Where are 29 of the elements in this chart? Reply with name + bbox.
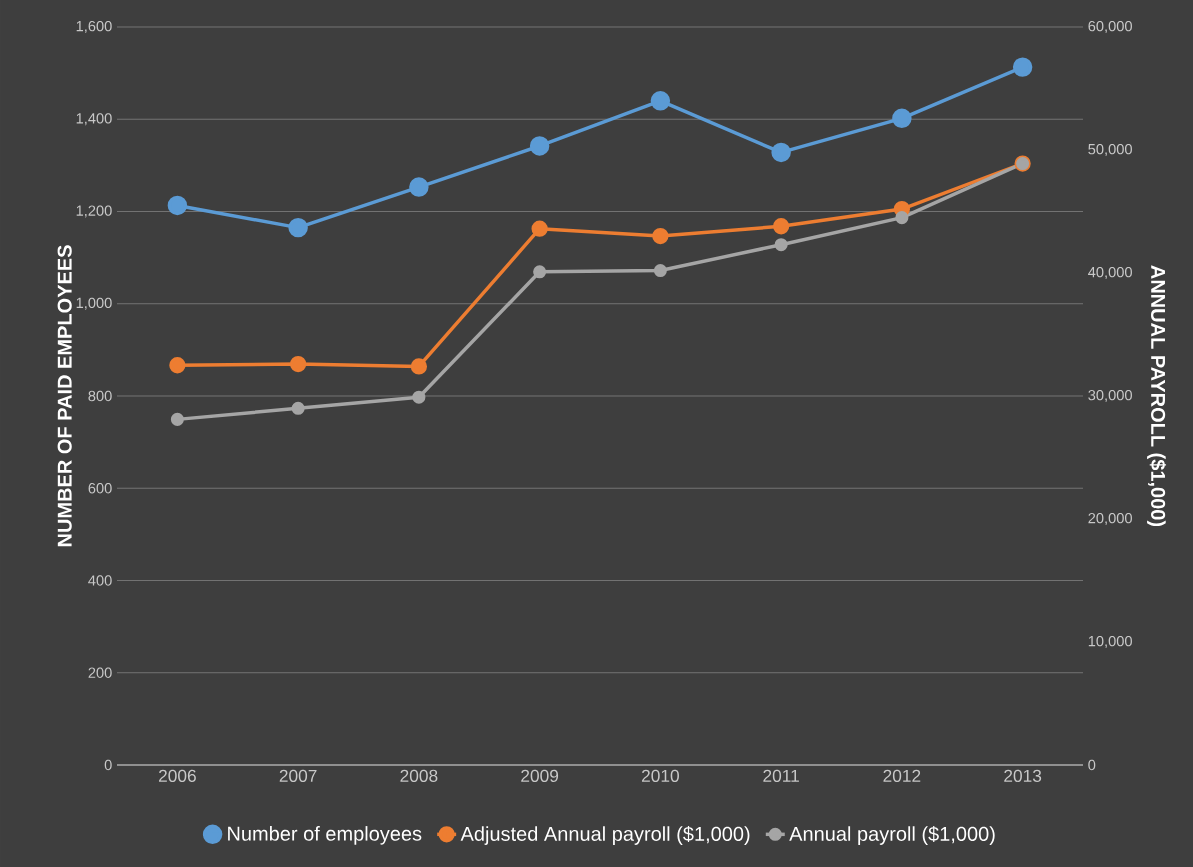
- x-tick-label: 2011: [763, 769, 799, 782]
- y-tick-label: 200: [88, 667, 112, 678]
- y2-tick-label: 10,000: [1088, 635, 1132, 649]
- y-tick-label: 400: [88, 575, 112, 586]
- y2-tick-label: 20,000: [1088, 512, 1132, 526]
- x-tick-label: 2013: [1004, 769, 1042, 782]
- y-tick-label: 0: [104, 759, 112, 771]
- y-tick-label: 1,200: [76, 205, 112, 218]
- legend-label: Number of employees: [228, 826, 422, 845]
- y2-axis-title: ANNUAL PAYROLL ($1,000): [1147, 265, 1167, 527]
- y2-tick-label: 40,000: [1088, 266, 1132, 280]
- y-tick-label: 600: [88, 483, 112, 494]
- legend-label: Annual payroll ($1,000): [789, 825, 995, 845]
- y-tick-label: 1,600: [76, 20, 112, 34]
- x-tick-label: 2007: [279, 769, 317, 782]
- x-tick-label: 2006: [158, 769, 196, 782]
- x-tick-label: 2012: [883, 769, 921, 782]
- x-tick-label: 2010: [641, 769, 679, 782]
- y-tick-label: 1,000: [76, 297, 112, 310]
- y-axis-title: NUMBER OF PAID EMPLOYEES: [57, 245, 72, 547]
- x-tick-label: 2009: [521, 769, 559, 782]
- legend-label: Adjusted Annual payroll ($1,000): [460, 825, 750, 845]
- y2-tick-label: 30,000: [1088, 389, 1132, 403]
- y-tick-label: 1,400: [76, 113, 112, 126]
- x-tick-label: 2008: [400, 769, 438, 782]
- y2-tick-label: 50,000: [1088, 143, 1132, 157]
- y2-tick-label: 0: [1088, 759, 1096, 771]
- y2-tick-label: 60,000: [1088, 20, 1132, 34]
- y-tick-label: 800: [88, 390, 112, 402]
